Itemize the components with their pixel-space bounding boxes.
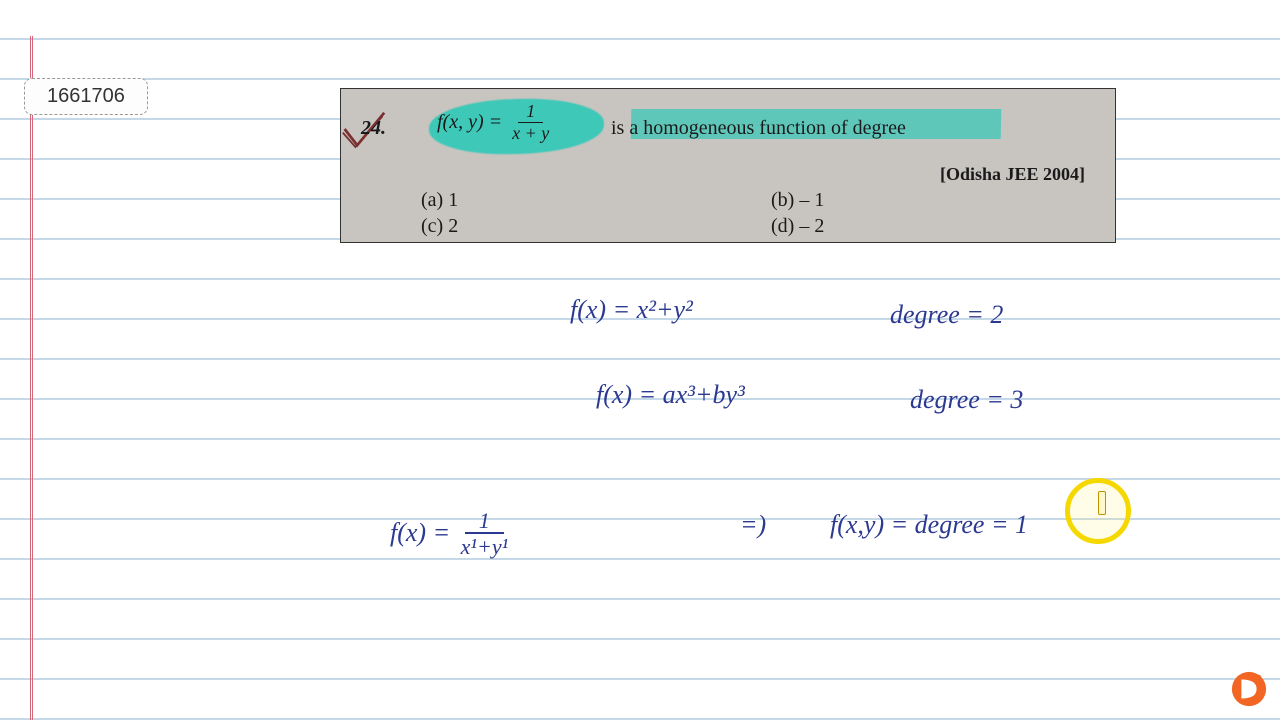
handwriting-line2-left: f(x) = ax³+by³ <box>596 380 745 410</box>
hw3-numerator: 1 <box>465 510 504 534</box>
question-id-text: 1661706 <box>47 85 125 107</box>
hw3-prefix: f(x) = <box>390 518 457 547</box>
handwriting-line2-right: degree = 3 <box>910 385 1023 415</box>
question-number: 24. <box>361 117 386 140</box>
formula-lhs: f(x, y) = <box>437 111 502 134</box>
formula-denominator: x + y <box>508 123 553 144</box>
question-source: [Odisha JEE 2004] <box>940 164 1085 185</box>
doubtnut-logo-icon <box>1230 670 1268 708</box>
question-text: is a homogeneous function of degree <box>611 117 906 140</box>
handwriting-implies: =) <box>740 510 766 540</box>
handwriting-line1-right: degree = 2 <box>890 300 1003 330</box>
margin-line-2 <box>30 36 31 720</box>
question-box: 24. f(x, y) = 1 x + y is a homogeneous f… <box>340 88 1116 243</box>
option-c[interactable]: (c) 2 <box>421 215 458 238</box>
handwriting-line3-left: f(x) = 1 x¹+y¹ <box>390 510 512 560</box>
question-id-box: 1661706 <box>24 78 148 115</box>
question-formula: f(x, y) = 1 x + y <box>437 101 559 144</box>
formula-numerator: 1 <box>518 101 543 123</box>
option-a[interactable]: (a) 1 <box>421 189 458 212</box>
yellow-highlight-circle <box>1065 478 1131 544</box>
hw3-denominator: x¹+y¹ <box>457 534 513 560</box>
cursor-icon <box>1098 491 1106 515</box>
option-b[interactable]: (b) – 1 <box>771 189 824 212</box>
handwriting-line1-left: f(x) = x²+y² <box>570 295 693 325</box>
margin-line <box>32 36 33 720</box>
handwriting-line3-right: f(x,y) = degree = 1 <box>830 510 1028 540</box>
option-d[interactable]: (d) – 2 <box>771 215 824 238</box>
